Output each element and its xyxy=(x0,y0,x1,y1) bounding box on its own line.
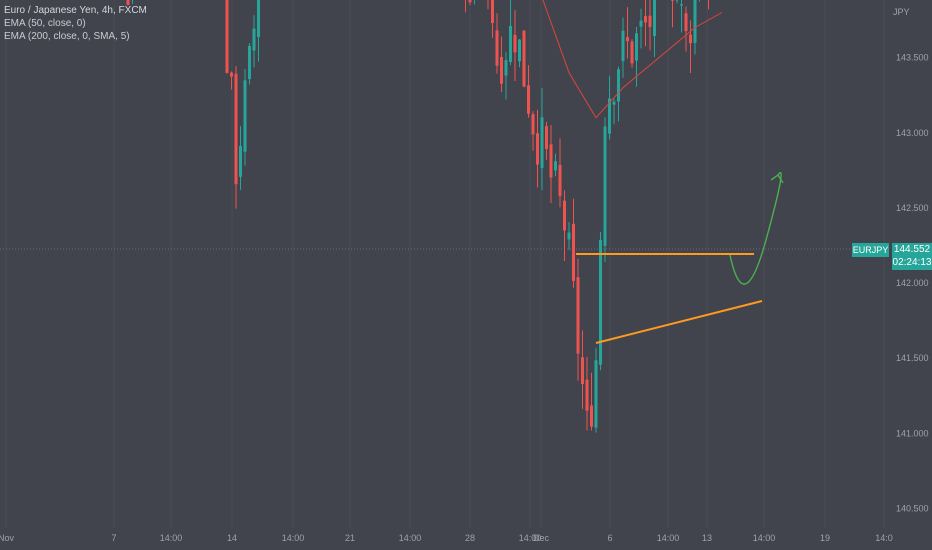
x-tick-label: 14:00 xyxy=(160,533,183,543)
candle-body xyxy=(608,98,611,134)
last-price-badge: 144.552 02:24:13 xyxy=(892,243,932,270)
candle-body xyxy=(684,13,688,32)
x-tick-label: 14:00 xyxy=(657,533,680,543)
legend-ema50[interactable]: EMA (50, close, 0) xyxy=(4,18,86,29)
projection-arrow-head xyxy=(770,173,784,184)
candle-body xyxy=(257,0,260,38)
candle-body xyxy=(509,26,512,62)
legend-ema200[interactable]: EMA (200, close, 0, SMA, 5) xyxy=(4,31,130,42)
candle-body xyxy=(680,4,683,6)
candle-body xyxy=(563,200,566,231)
x-tick-label: 13 xyxy=(702,533,712,543)
candle-body xyxy=(635,33,638,61)
candle-body xyxy=(225,0,229,73)
y-tick-label: 143.000 xyxy=(896,128,929,138)
candle-body xyxy=(540,117,544,169)
candle-body xyxy=(126,0,130,5)
candle-body xyxy=(671,0,674,1)
candle-body xyxy=(491,0,494,23)
candle-body xyxy=(639,20,643,27)
candle-body xyxy=(599,239,602,365)
candle-body xyxy=(567,232,571,240)
y-tick-label: 143.500 xyxy=(896,53,929,63)
candle-body xyxy=(234,73,238,185)
candle-body xyxy=(603,126,607,246)
candle-body xyxy=(554,161,557,171)
candle-body xyxy=(693,0,697,43)
candle-body xyxy=(230,72,233,77)
y-tick-label: 142.500 xyxy=(896,203,929,213)
x-tick-label: 14:00 xyxy=(282,533,305,543)
candle-body xyxy=(621,30,625,62)
candle-body xyxy=(630,41,634,64)
candle-body xyxy=(576,277,580,354)
x-tick-label: 21 xyxy=(345,533,355,543)
candle-body xyxy=(594,360,598,428)
candle-body xyxy=(518,39,521,62)
candle-body xyxy=(612,101,616,105)
candle-body xyxy=(252,28,256,51)
candle-body xyxy=(504,60,508,76)
candle-body xyxy=(248,45,251,80)
x-tick-label: Dec xyxy=(533,533,550,543)
x-tick-label: 14:00 xyxy=(519,533,542,543)
symbol-badge: EURJPY xyxy=(852,243,889,257)
candle-body xyxy=(527,85,530,114)
candle-body xyxy=(626,37,629,42)
candle-body xyxy=(558,164,562,197)
x-tick-label: 14:00 xyxy=(753,533,776,543)
candle-body xyxy=(243,80,247,152)
candle-body xyxy=(495,30,499,66)
ema50-line xyxy=(542,0,723,119)
candle-body xyxy=(653,0,656,36)
candle-body xyxy=(549,144,553,178)
candle-body xyxy=(536,133,539,165)
x-tick-label: 7 xyxy=(111,533,116,543)
support-trendline xyxy=(595,300,763,344)
candle-body xyxy=(513,34,517,53)
chart-legend: Euro / Japanese Yen, 4h, FXCM EMA (50, c… xyxy=(4,4,147,43)
x-tick-label: 6 xyxy=(607,533,612,543)
projection-arrow-path xyxy=(729,172,782,285)
legend-symbol-title: Euro / Japanese Yen, 4h, FXCM xyxy=(4,5,147,16)
bar-countdown: 02:24:13 xyxy=(892,257,932,268)
candle-body xyxy=(522,30,526,87)
y-tick-label: 141.000 xyxy=(896,428,929,438)
x-tick-label: 14:0 xyxy=(875,533,893,543)
x-tick-label: 19 xyxy=(820,533,830,543)
candle-body xyxy=(585,379,589,411)
last-price-value: 144.552 xyxy=(893,244,931,255)
candle-body xyxy=(531,114,535,135)
candle-body xyxy=(545,126,548,149)
candle-body xyxy=(572,223,575,281)
y-tick-label: 140.500 xyxy=(896,504,929,514)
price-axis-currency: JPY xyxy=(893,7,910,17)
candle-body xyxy=(581,357,584,385)
candle-body xyxy=(689,34,692,44)
y-tick-label: 142.000 xyxy=(896,278,929,288)
candle-body xyxy=(468,0,472,3)
x-tick-label: 28 xyxy=(465,533,475,543)
candle-body xyxy=(617,69,620,102)
x-tick-label: Nov xyxy=(0,533,14,543)
y-tick-label: 141.500 xyxy=(896,353,929,363)
x-tick-label: 14:00 xyxy=(399,533,422,543)
candle-body xyxy=(590,405,593,427)
candle-body xyxy=(500,57,503,84)
candle-body xyxy=(239,145,242,177)
x-tick-label: 14 xyxy=(227,533,237,543)
candle-body xyxy=(644,16,647,23)
candle-body xyxy=(648,15,652,28)
